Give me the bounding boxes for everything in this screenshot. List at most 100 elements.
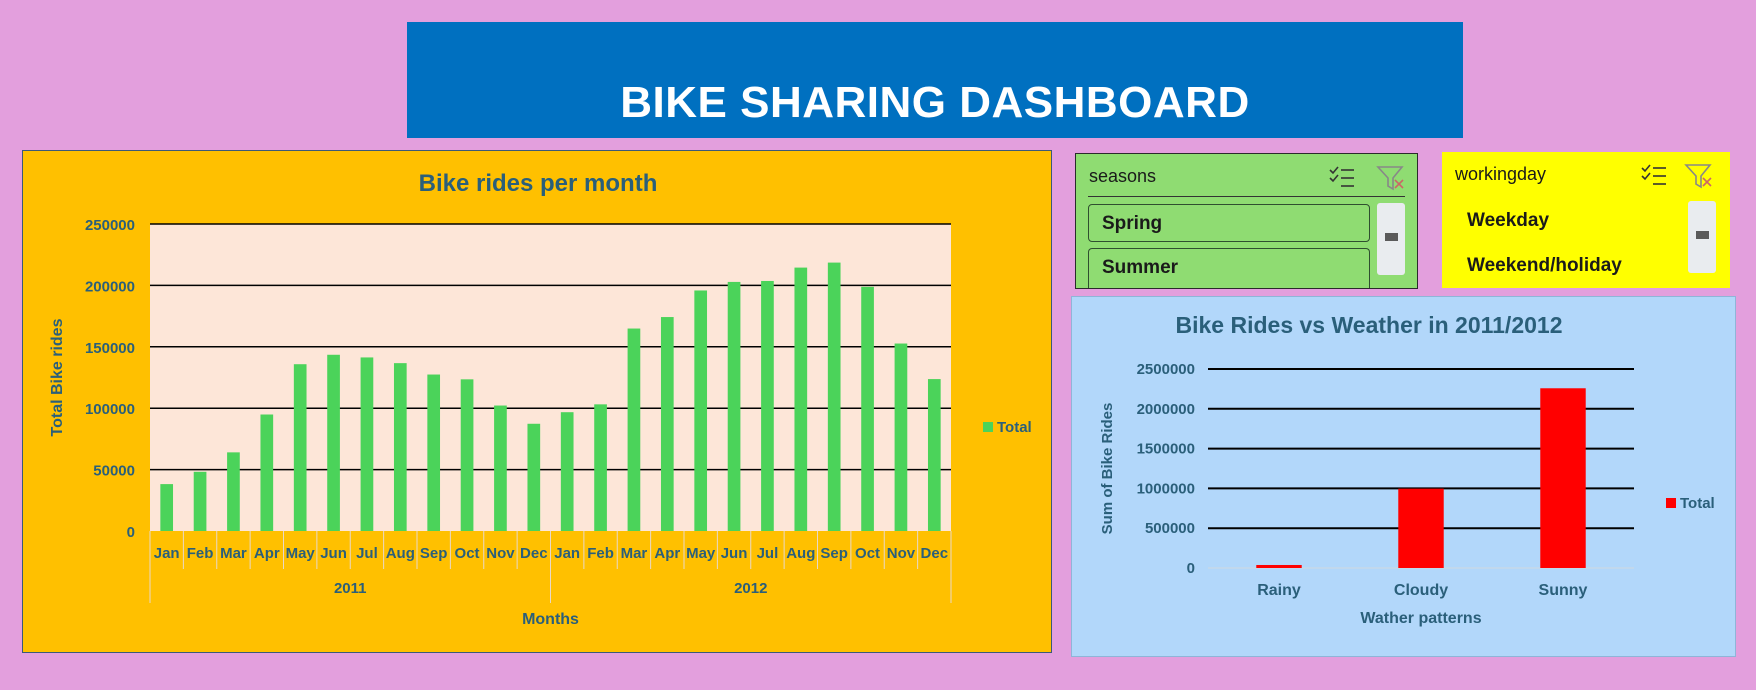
clear-filter-icon[interactable]: [1376, 164, 1406, 192]
bar: [927, 379, 941, 531]
bar: [560, 412, 574, 531]
seasons-slicer-scrollbar[interactable]: [1377, 203, 1405, 275]
bar: [1256, 564, 1302, 568]
monthly-chart-panel[interactable]: Bike rides per month 0 50000 100000 150000 20…: [22, 150, 1052, 653]
scrollbar-thumb[interactable]: [1696, 231, 1709, 239]
bar: [1540, 388, 1586, 568]
bar: [861, 286, 874, 531]
y-axis-title: Sum of Bike Rides: [1099, 403, 1116, 535]
y-tick-label: 50000: [93, 463, 135, 480]
workingday-slicer-scrollbar[interactable]: [1688, 201, 1716, 273]
x-tick-label: Dec: [520, 545, 548, 562]
x-axis-title: Months: [522, 611, 579, 628]
workingday-slicer-title: workingday: [1455, 164, 1547, 184]
x-tick-label: Sunny: [1539, 582, 1588, 599]
bar: [327, 354, 340, 531]
x-tick-label: Feb: [187, 545, 214, 562]
y-tick-label: 150000: [85, 340, 135, 357]
seasons-item-spring[interactable]: Spring: [1088, 204, 1370, 242]
x-tick-label: Nov: [486, 545, 515, 562]
x-tick-label: Apr: [254, 545, 280, 562]
x-tick-label: Aug: [786, 545, 815, 562]
x-tick-label: Mar: [621, 545, 648, 562]
multi-select-icon[interactable]: [1640, 162, 1668, 188]
plot-area: [150, 224, 951, 531]
multi-select-icon[interactable]: [1328, 164, 1356, 190]
x-tick-label: Mar: [220, 545, 247, 562]
bar: [827, 262, 841, 531]
bar: [594, 404, 607, 531]
dashboard-title: BIKE SHARING DASHBOARD: [620, 78, 1250, 127]
x-tick-label: Sep: [420, 545, 448, 562]
y-tick-label: 0: [1187, 560, 1195, 577]
bar: [227, 452, 240, 531]
bar: [360, 357, 374, 531]
legend-label: Total: [1680, 495, 1715, 512]
workingday-item-weekday[interactable]: Weekday: [1467, 210, 1550, 231]
y-tick-label: 200000: [85, 278, 135, 295]
y-tick-label: 250000: [85, 217, 135, 234]
bar: [160, 484, 174, 531]
x-tick-label: Nov: [887, 545, 916, 562]
y-tick-label: 1500000: [1137, 441, 1195, 458]
x-tick-label: Rainy: [1257, 582, 1301, 599]
chart-title: Bike Rides vs Weather in 2011/2012: [1176, 312, 1563, 338]
seasons-slicer-title: seasons: [1089, 166, 1157, 186]
bar: [694, 290, 708, 531]
chart-title: Bike rides per month: [419, 170, 658, 197]
bar: [393, 363, 407, 531]
seasons-slicer-divider: [1088, 196, 1405, 197]
x-tick-label: Jul: [757, 545, 779, 562]
weather-rides-chart: Bike Rides vs Weather in 2011/2012 0 50000…: [1099, 312, 1715, 627]
x-tick-label: Sep: [820, 545, 848, 562]
x-tick-label: May: [286, 545, 316, 562]
bar: [660, 317, 674, 531]
workingday-item-weekend-holiday[interactable]: Weekend/holiday: [1467, 255, 1622, 276]
bar: [1398, 488, 1444, 568]
bar: [761, 280, 774, 531]
bar: [727, 281, 741, 531]
x-tick-label: Aug: [386, 545, 415, 562]
x-tick-label: Jan: [154, 545, 180, 562]
x-axis-title: Wather patterns: [1360, 610, 1481, 627]
group-label: 2012: [734, 580, 767, 597]
bar: [527, 423, 541, 531]
bar: [494, 405, 507, 531]
y-tick-label: 1000000: [1137, 480, 1195, 497]
x-tick-label: Jan: [554, 545, 580, 562]
y-tick-label: 2500000: [1137, 361, 1195, 378]
bar: [193, 471, 207, 531]
x-tick-label: Apr: [654, 545, 680, 562]
x-tick-label: Cloudy: [1394, 582, 1448, 599]
dashboard-title-banner: BIKE SHARING DASHBOARD: [407, 22, 1463, 138]
weather-chart-panel[interactable]: Bike Rides vs Weather in 2011/2012 0 50000…: [1071, 296, 1736, 657]
x-tick-label: Dec: [921, 545, 949, 562]
monthly-rides-chart: Bike rides per month 0 50000 100000 150000 20…: [49, 170, 1032, 628]
y-tick-label: 2000000: [1137, 401, 1195, 418]
bar: [894, 343, 908, 531]
y-axis-title: Total Bike rides: [49, 318, 66, 436]
bar: [794, 267, 808, 531]
y-tick-label: 100000: [85, 401, 135, 418]
bar: [427, 374, 441, 531]
legend-swatch: [1666, 498, 1676, 508]
workingday-slicer[interactable]: workingday Weekday Weekend/holiday: [1442, 152, 1730, 288]
legend-swatch: [983, 422, 993, 432]
x-tick-label: Jul: [356, 545, 378, 562]
x-tick-label: Feb: [587, 545, 614, 562]
x-tick-label: May: [686, 545, 716, 562]
bar: [627, 328, 641, 531]
seasons-item-summer[interactable]: Summer: [1088, 248, 1370, 288]
clear-filter-icon[interactable]: [1684, 162, 1714, 190]
y-tick-label: 0: [127, 524, 135, 541]
y-tick-label: 500000: [1145, 520, 1195, 537]
x-tick-label: Jun: [721, 545, 748, 562]
x-tick-label: Oct: [455, 545, 480, 562]
scrollbar-thumb[interactable]: [1385, 233, 1398, 241]
bar: [293, 364, 307, 531]
x-tick-label: Jun: [320, 545, 347, 562]
seasons-slicer[interactable]: seasons Spring Summer: [1075, 153, 1418, 289]
bar: [260, 414, 274, 531]
bar: [460, 379, 474, 531]
group-label: 2011: [334, 580, 367, 597]
